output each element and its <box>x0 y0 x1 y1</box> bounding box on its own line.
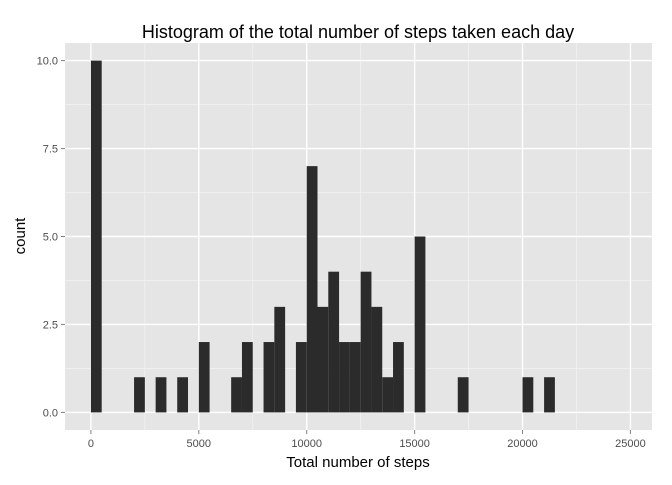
histogram-bar <box>90 60 102 413</box>
x-tick-label: 0 <box>88 438 94 450</box>
y-tick-label: 5.0 <box>43 232 58 244</box>
chart-title: Histogram of the total number of steps t… <box>142 22 574 42</box>
histogram-bar <box>349 342 361 413</box>
histogram-bar <box>328 271 340 413</box>
y-tick-label: 7.5 <box>43 144 58 156</box>
histogram-bar <box>522 377 534 413</box>
histogram-bar <box>317 306 329 413</box>
histogram-bar <box>134 377 145 413</box>
y-tick-label: 0.0 <box>43 407 58 419</box>
y-tick-label: 2.5 <box>43 319 58 331</box>
y-axis-ticks: 0.0 2.5 5.0 7.5 10.0 <box>37 56 65 419</box>
x-tick-label: 20000 <box>507 438 538 450</box>
histogram-bar <box>393 342 404 413</box>
histogram-bar <box>382 377 394 413</box>
histogram-bar <box>177 377 189 413</box>
x-tick-label: 25000 <box>615 438 646 450</box>
histogram-bar <box>306 166 318 413</box>
y-tick-label: 10.0 <box>37 56 58 68</box>
histogram-bar <box>414 236 426 413</box>
histogram-bar <box>274 306 286 413</box>
histogram-bar <box>295 342 307 413</box>
histogram-bar <box>155 377 167 413</box>
histogram-bar <box>544 377 555 413</box>
histogram-bar <box>457 377 469 413</box>
histogram-bar <box>198 342 210 413</box>
histogram-bar <box>263 342 275 413</box>
y-axis-title: count <box>12 217 29 255</box>
histogram-bar <box>339 342 350 413</box>
histogram-bar <box>371 306 383 413</box>
histogram-bar <box>360 271 372 413</box>
histogram-bar <box>231 377 242 413</box>
x-axis-ticks: 0 5000 10000 15000 20000 25000 <box>88 430 646 450</box>
histogram-bar <box>241 342 253 413</box>
x-tick-label: 10000 <box>291 438 322 450</box>
x-tick-label: 5000 <box>187 438 211 450</box>
x-axis-title: Total number of steps <box>286 454 429 471</box>
x-tick-label: 15000 <box>399 438 430 450</box>
histogram-bars <box>90 60 555 413</box>
